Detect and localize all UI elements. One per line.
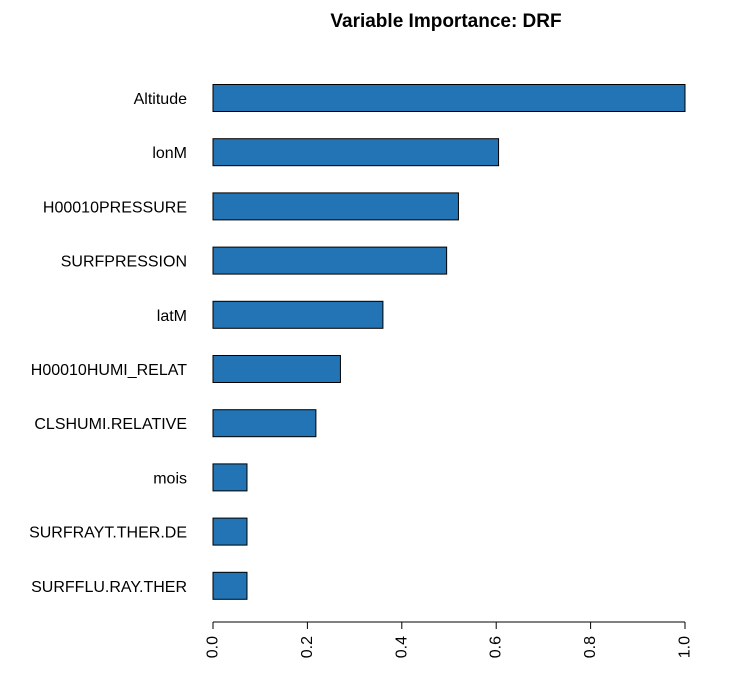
category-label: SURFRAYT.THER.DE — [29, 525, 187, 542]
category-label: SURFFLU.RAY.THER — [31, 579, 187, 596]
bars — [212, 84, 686, 600]
bar-h00010pressure — [212, 192, 459, 221]
chart-title: Variable Importance: DRF — [330, 11, 561, 32]
category-label: mois — [153, 470, 187, 487]
bar-mois — [212, 463, 248, 492]
category-label: lonM — [152, 145, 187, 162]
x-tick-label: 0.4 — [393, 636, 410, 658]
x-tick-label: 0.2 — [299, 636, 316, 658]
bar-altitude — [212, 84, 686, 112]
category-label: Altitude — [134, 91, 187, 108]
category-label: H00010HUMI_RELAT — [31, 362, 187, 379]
category-label: SURFPRESSION — [61, 254, 187, 271]
bar-h00010humi-relat — [212, 355, 341, 383]
x-tick-label: 0.0 — [205, 636, 222, 658]
category-label: H00010PRESSURE — [43, 199, 187, 216]
x-tick-label: 0.6 — [488, 636, 505, 658]
category-labels: Altitude lonM H00010PRESSURE SURFPRESSION la… — [29, 91, 187, 596]
category-label: latM — [157, 308, 187, 325]
x-axis: 0.0 0.2 0.4 0.6 0.8 1.0 — [205, 621, 694, 658]
bar-surfflu-ray-ther — [212, 571, 248, 600]
bar-surfrayt-ther-de — [212, 517, 248, 546]
bar-latm — [212, 300, 384, 329]
bar-surfpression — [212, 246, 448, 275]
x-tick-label: 1.0 — [677, 636, 694, 658]
x-tick-label: 0.8 — [582, 636, 599, 658]
bar-lonm — [212, 138, 500, 167]
bar-clshumi-relative — [212, 409, 317, 438]
category-label: CLSHUMI.RELATIVE — [34, 416, 187, 433]
